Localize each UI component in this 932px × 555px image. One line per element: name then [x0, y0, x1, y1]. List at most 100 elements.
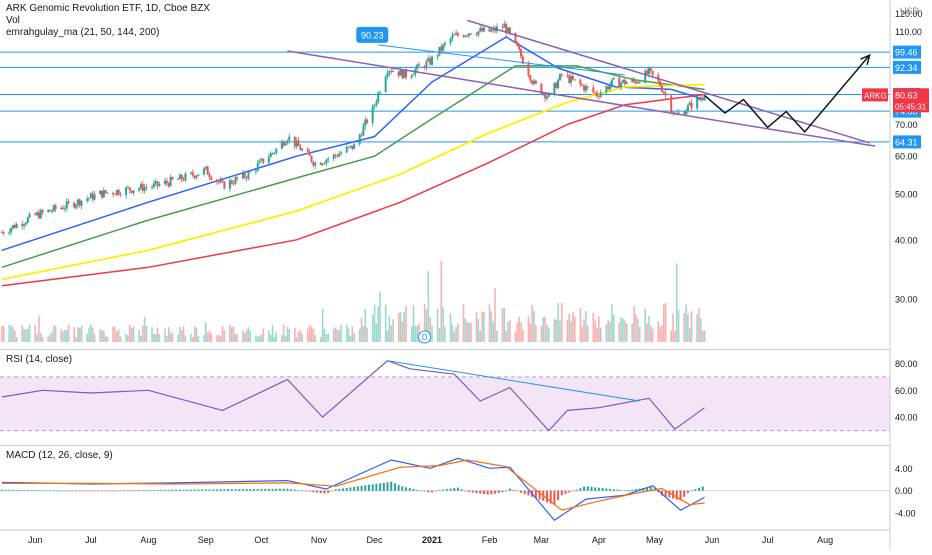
rsi-trendline[interactable]: [387, 360, 640, 402]
volume-bar: [234, 333, 237, 342]
volume-bar: [208, 330, 211, 342]
volume-bar: [566, 320, 569, 342]
macd-histogram-bar: [301, 490, 304, 492]
macd-histogram-bar: [364, 485, 367, 491]
volume-bar: [12, 327, 14, 342]
time-axis-tick: May: [646, 535, 664, 545]
macd-histogram-bar: [586, 486, 589, 491]
macd-axis-tick: 0.00: [895, 486, 913, 496]
macd-histogram-bar: [516, 490, 519, 492]
candle-body: [180, 174, 183, 180]
candle-body: [67, 201, 70, 203]
volume-bar: [455, 327, 457, 342]
candle-body: [297, 140, 300, 147]
volume-bar: [518, 316, 520, 342]
macd-histogram-bar: [215, 489, 218, 491]
price-axis-tick: 110.00: [895, 27, 922, 37]
macd-histogram-bar: [594, 487, 597, 491]
candle-body: [206, 166, 209, 175]
candle-body: [143, 187, 146, 191]
candle-body: [410, 75, 413, 78]
candle-body: [215, 179, 218, 182]
macd-histogram-bar: [405, 487, 408, 491]
candle-body: [547, 93, 550, 97]
volume-bar: [106, 337, 109, 342]
candle-body: [178, 174, 181, 180]
candle-body: [221, 180, 224, 182]
candle-body: [0, 232, 3, 233]
annotation-badge[interactable]: [356, 26, 389, 43]
trendline[interactable]: [467, 19, 870, 144]
candle-body: [436, 55, 439, 57]
volume-bar: [99, 329, 101, 342]
volume-bar: [25, 329, 27, 342]
volume-bar: [103, 331, 105, 342]
time-axis-tick: Oct: [254, 535, 269, 545]
candle-body: [631, 79, 634, 83]
macd-histogram-bar: [601, 488, 604, 491]
time-axis-tick: Feb: [482, 535, 498, 545]
candle-body: [609, 85, 612, 90]
macd-histogram-bar: [620, 490, 623, 491]
candle-body: [193, 175, 196, 179]
volume-bar: [295, 336, 298, 342]
candle-body: [659, 80, 662, 86]
volume-bar: [338, 330, 341, 342]
volume-bar: [203, 334, 205, 342]
volume-bar: [620, 317, 622, 342]
time-axis-tick: Nov: [311, 535, 328, 545]
macd-histogram-bar: [412, 488, 415, 491]
volume-bar: [490, 311, 493, 342]
volume-bar: [127, 335, 129, 342]
candle-body: [688, 102, 691, 106]
volume-bar: [464, 318, 467, 342]
candle-body: [416, 64, 419, 70]
macd-histogram-bar: [605, 488, 608, 491]
volume-bar: [683, 313, 685, 342]
volume-bar: [273, 337, 276, 342]
trendline[interactable]: [287, 50, 876, 147]
macd-histogram-bar: [256, 488, 259, 491]
volume-bar: [700, 318, 702, 342]
macd-histogram-bar: [382, 482, 385, 491]
candle-body: [477, 31, 480, 36]
volume-bar: [612, 314, 615, 342]
volume-bar: [501, 308, 504, 342]
candle-body: [230, 180, 233, 184]
candle-body: [93, 194, 96, 200]
macd-histogram-bar: [390, 481, 393, 491]
dividend-marker[interactable]: [418, 330, 432, 344]
volume-bar: [618, 322, 621, 342]
candle-body: [314, 162, 317, 166]
macd-histogram-bar: [204, 489, 207, 491]
volume-bar: [440, 260, 443, 342]
volume-bar: [10, 325, 12, 342]
price-axis-tick: 70.00: [895, 120, 918, 130]
candle-body: [28, 213, 31, 218]
macd-histogram-bar: [549, 490, 552, 504]
macd-histogram-bar: [408, 488, 411, 491]
volume-bar: [23, 328, 25, 342]
volume-bar: [128, 324, 131, 342]
candle-body: [208, 174, 211, 178]
candle-body: [358, 134, 361, 145]
macd-histogram-bar: [393, 483, 396, 491]
volume-bar: [509, 320, 511, 342]
candle-body: [366, 119, 369, 123]
candle-body: [685, 110, 688, 115]
candle-body: [8, 232, 11, 234]
volume-bar: [166, 335, 168, 342]
annotation-line[interactable]: [378, 44, 625, 76]
volume-bar: [483, 311, 485, 342]
macd-histogram-bar: [149, 490, 152, 491]
ma-label: emrahgulay_ma (21, 50, 144, 200): [6, 27, 160, 38]
macd-histogram-bar: [508, 488, 511, 491]
volume-bar: [559, 320, 561, 342]
candle-body: [375, 101, 378, 106]
volume-bar: [232, 326, 235, 342]
candle-body: [638, 81, 641, 83]
candle-body: [545, 96, 548, 99]
candle-body: [269, 153, 272, 158]
